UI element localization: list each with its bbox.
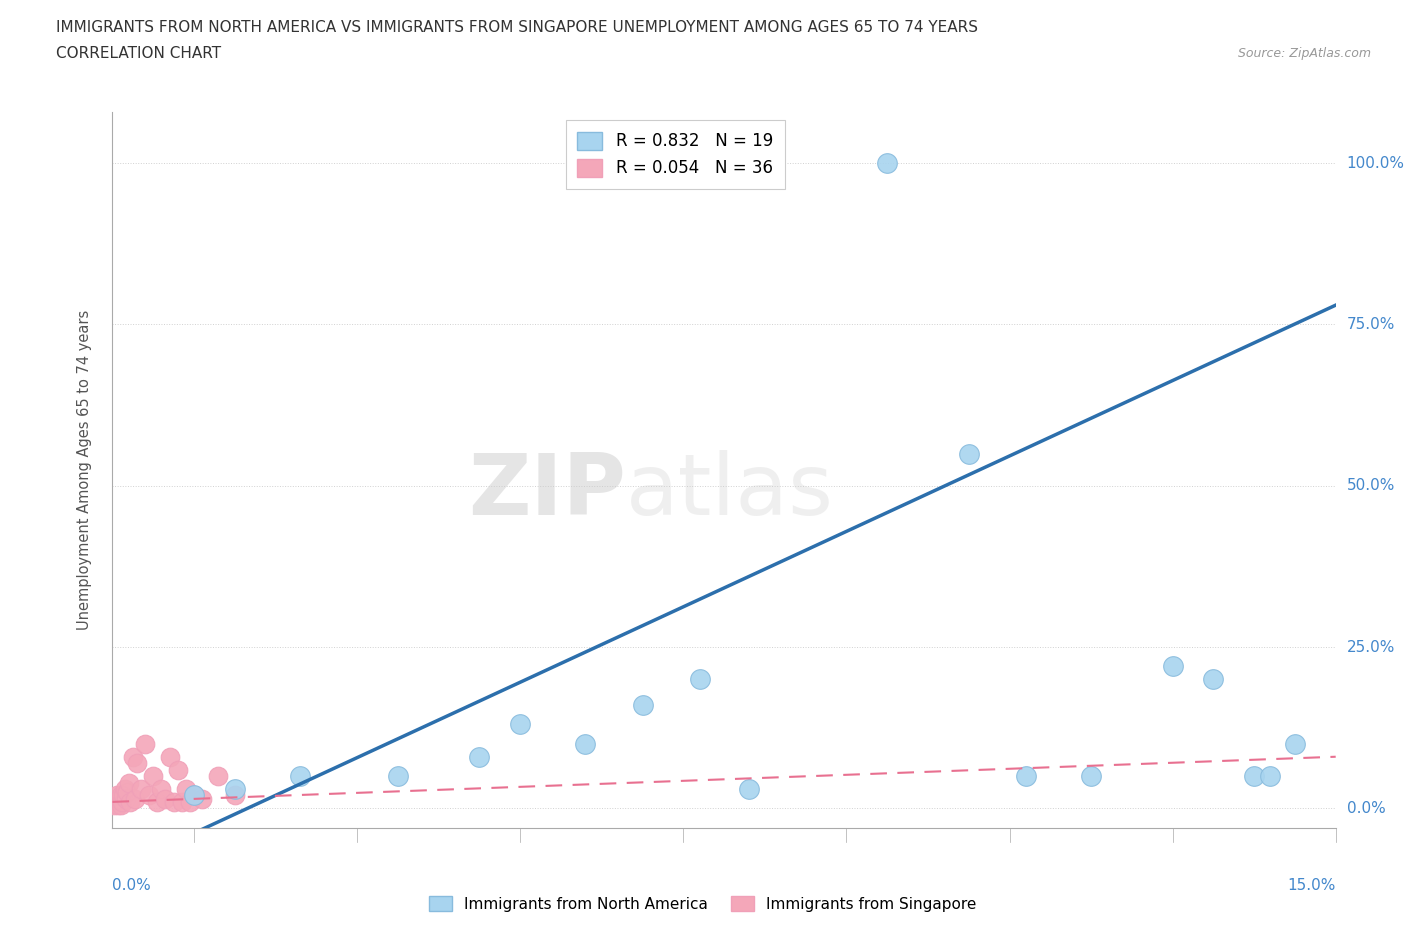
- Point: [108, 791, 131, 806]
- Point: [146, 794, 169, 809]
- Point: [114, 791, 136, 806]
- Text: 15.0%: 15.0%: [1288, 878, 1336, 893]
- Legend: Immigrants from North America, Immigrants from Singapore: Immigrants from North America, Immigrant…: [423, 889, 983, 918]
- Point: [142, 769, 165, 784]
- Point: [122, 750, 145, 764]
- Text: ZIP: ZIP: [468, 449, 626, 533]
- Point: [1260, 769, 1282, 784]
- Point: [114, 781, 136, 796]
- Y-axis label: Unemployment Among Ages 65 to 74 years: Unemployment Among Ages 65 to 74 years: [77, 310, 91, 630]
- Point: [129, 781, 152, 796]
- Point: [288, 769, 311, 784]
- Text: IMMIGRANTS FROM NORTH AMERICA VS IMMIGRANTS FROM SINGAPORE UNEMPLOYMENT AMONG AG: IMMIGRANTS FROM NORTH AMERICA VS IMMIGRA…: [56, 20, 979, 35]
- Point: [207, 769, 229, 784]
- Point: [104, 794, 127, 809]
- Text: Source: ZipAtlas.com: Source: ZipAtlas.com: [1237, 46, 1371, 60]
- Text: 0.0%: 0.0%: [1347, 801, 1385, 816]
- Point: [224, 781, 246, 796]
- Point: [1202, 671, 1225, 686]
- Point: [120, 794, 142, 809]
- Point: [174, 781, 197, 796]
- Text: atlas: atlas: [626, 449, 834, 533]
- Text: CORRELATION CHART: CORRELATION CHART: [56, 46, 221, 61]
- Point: [103, 798, 125, 813]
- Point: [118, 775, 141, 790]
- Legend: R = 0.832   N = 19, R = 0.054   N = 36: R = 0.832 N = 19, R = 0.054 N = 36: [565, 120, 785, 189]
- Point: [387, 769, 409, 784]
- Text: 25.0%: 25.0%: [1347, 640, 1395, 655]
- Point: [110, 788, 132, 803]
- Point: [183, 788, 205, 803]
- Point: [737, 781, 759, 796]
- Point: [509, 717, 531, 732]
- Point: [105, 788, 128, 803]
- Text: 75.0%: 75.0%: [1347, 317, 1395, 332]
- Point: [110, 798, 132, 813]
- Point: [1015, 769, 1038, 784]
- Text: 100.0%: 100.0%: [1347, 155, 1405, 171]
- Point: [957, 446, 980, 461]
- Point: [150, 781, 173, 796]
- Point: [138, 788, 160, 803]
- Point: [1243, 769, 1265, 784]
- Point: [191, 791, 214, 806]
- Text: 0.0%: 0.0%: [112, 878, 152, 893]
- Point: [631, 698, 654, 712]
- Point: [124, 791, 146, 806]
- Point: [170, 794, 193, 809]
- Point: [166, 763, 188, 777]
- Point: [224, 788, 246, 803]
- Point: [125, 756, 148, 771]
- Point: [689, 671, 711, 686]
- Point: [115, 785, 138, 800]
- Point: [112, 788, 135, 803]
- Point: [1080, 769, 1102, 784]
- Point: [159, 750, 181, 764]
- Text: 50.0%: 50.0%: [1347, 478, 1395, 493]
- Point: [134, 737, 156, 751]
- Point: [107, 798, 129, 813]
- Point: [183, 788, 205, 803]
- Point: [179, 794, 201, 809]
- Point: [468, 750, 491, 764]
- Point: [155, 791, 177, 806]
- Point: [108, 794, 131, 809]
- Point: [111, 794, 134, 809]
- Point: [105, 794, 128, 809]
- Point: [876, 155, 898, 170]
- Point: [1161, 659, 1184, 674]
- Point: [163, 794, 186, 809]
- Point: [574, 737, 596, 751]
- Point: [1284, 737, 1306, 751]
